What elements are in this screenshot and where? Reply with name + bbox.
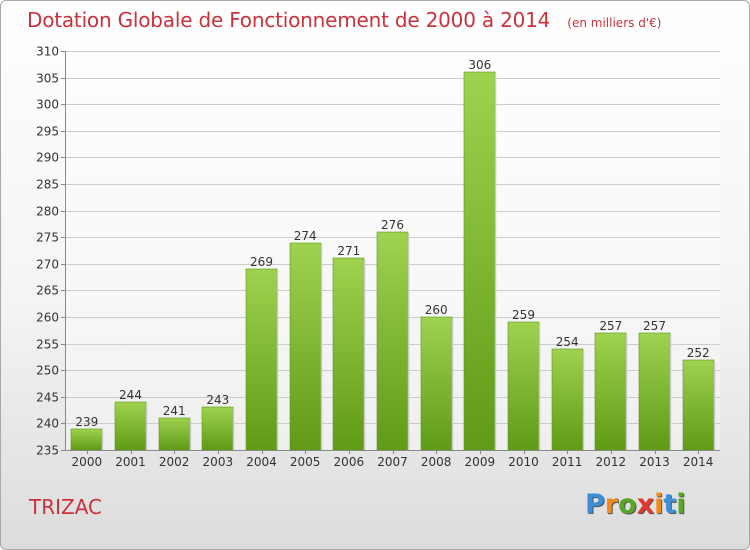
data-label: 239 bbox=[75, 415, 98, 429]
bar bbox=[551, 348, 584, 451]
y-tick-label: 305 bbox=[36, 72, 59, 86]
data-label: 274 bbox=[294, 229, 317, 243]
y-tick-label: 290 bbox=[36, 151, 59, 165]
logo-letter: t bbox=[663, 489, 677, 520]
data-label: 254 bbox=[556, 335, 579, 349]
y-tick-label: 285 bbox=[36, 178, 59, 192]
data-label: 244 bbox=[119, 388, 142, 402]
x-tick-label: 2013 bbox=[639, 455, 670, 469]
commune-name: TRIZAC bbox=[29, 495, 103, 519]
x-tick-label: 2007 bbox=[377, 455, 408, 469]
y-tick-label: 275 bbox=[36, 231, 59, 245]
logo-letter: i bbox=[676, 489, 686, 520]
y-tick-label: 250 bbox=[36, 364, 59, 378]
data-label: 276 bbox=[381, 218, 404, 232]
y-tick-label: 270 bbox=[36, 258, 59, 272]
data-label: 269 bbox=[250, 255, 273, 269]
x-tick-label: 2006 bbox=[334, 455, 365, 469]
bar bbox=[245, 268, 278, 451]
title-row: Dotation Globale de Fonctionnement de 20… bbox=[27, 8, 661, 32]
data-label: 259 bbox=[512, 308, 535, 322]
x-tick-label: 2002 bbox=[159, 455, 190, 469]
bar bbox=[332, 257, 365, 451]
x-tick-label: 2005 bbox=[290, 455, 321, 469]
x-tick-label: 2008 bbox=[421, 455, 452, 469]
bar bbox=[376, 231, 409, 451]
data-label: 243 bbox=[206, 393, 229, 407]
x-tick-label: 2004 bbox=[246, 455, 277, 469]
bar bbox=[638, 332, 671, 451]
bar bbox=[70, 428, 103, 451]
y-tick-label: 280 bbox=[36, 205, 59, 219]
bar bbox=[289, 242, 322, 451]
y-tick-label: 235 bbox=[36, 444, 59, 458]
y-tick-label: 265 bbox=[36, 284, 59, 298]
bar bbox=[158, 417, 191, 451]
y-tick-label: 260 bbox=[36, 311, 59, 325]
y-tick-label: 240 bbox=[36, 417, 59, 431]
data-label: 252 bbox=[687, 346, 710, 360]
x-tick-label: 2001 bbox=[115, 455, 146, 469]
data-label: 257 bbox=[643, 319, 666, 333]
y-tick-label: 300 bbox=[36, 98, 59, 112]
x-tick-label: 2000 bbox=[72, 455, 103, 469]
y-tick-label: 245 bbox=[36, 391, 59, 405]
y-tick-label: 255 bbox=[36, 338, 59, 352]
bar bbox=[114, 401, 147, 451]
x-tick-label: 2009 bbox=[465, 455, 496, 469]
logo-letter: r bbox=[604, 489, 619, 520]
logo-letter: o bbox=[618, 489, 637, 520]
x-tick-label: 2011 bbox=[552, 455, 583, 469]
bar bbox=[463, 71, 496, 451]
chart-subtitle: (en milliers d'€) bbox=[567, 16, 662, 30]
logo-letter: x bbox=[636, 489, 655, 520]
proxiti-logo: Proxiti bbox=[585, 489, 686, 520]
data-label: 241 bbox=[163, 404, 186, 418]
bar bbox=[420, 316, 453, 451]
x-tick-label: 2014 bbox=[683, 455, 714, 469]
bar bbox=[682, 359, 715, 451]
data-label: 260 bbox=[425, 303, 448, 317]
data-label: 306 bbox=[468, 58, 491, 72]
x-tick-label: 2010 bbox=[508, 455, 539, 469]
x-tick-label: 2003 bbox=[203, 455, 234, 469]
data-label: 271 bbox=[337, 244, 360, 258]
logo-letter: i bbox=[654, 489, 664, 520]
x-tick-label: 2012 bbox=[596, 455, 627, 469]
data-label: 257 bbox=[599, 319, 622, 333]
bar bbox=[507, 321, 540, 451]
y-tick-label: 310 bbox=[36, 45, 59, 59]
y-tick-label: 295 bbox=[36, 125, 59, 139]
chart-title: Dotation Globale de Fonctionnement de 20… bbox=[27, 8, 551, 32]
bar bbox=[201, 406, 234, 451]
bar bbox=[594, 332, 627, 451]
logo-letter: P bbox=[585, 489, 605, 520]
